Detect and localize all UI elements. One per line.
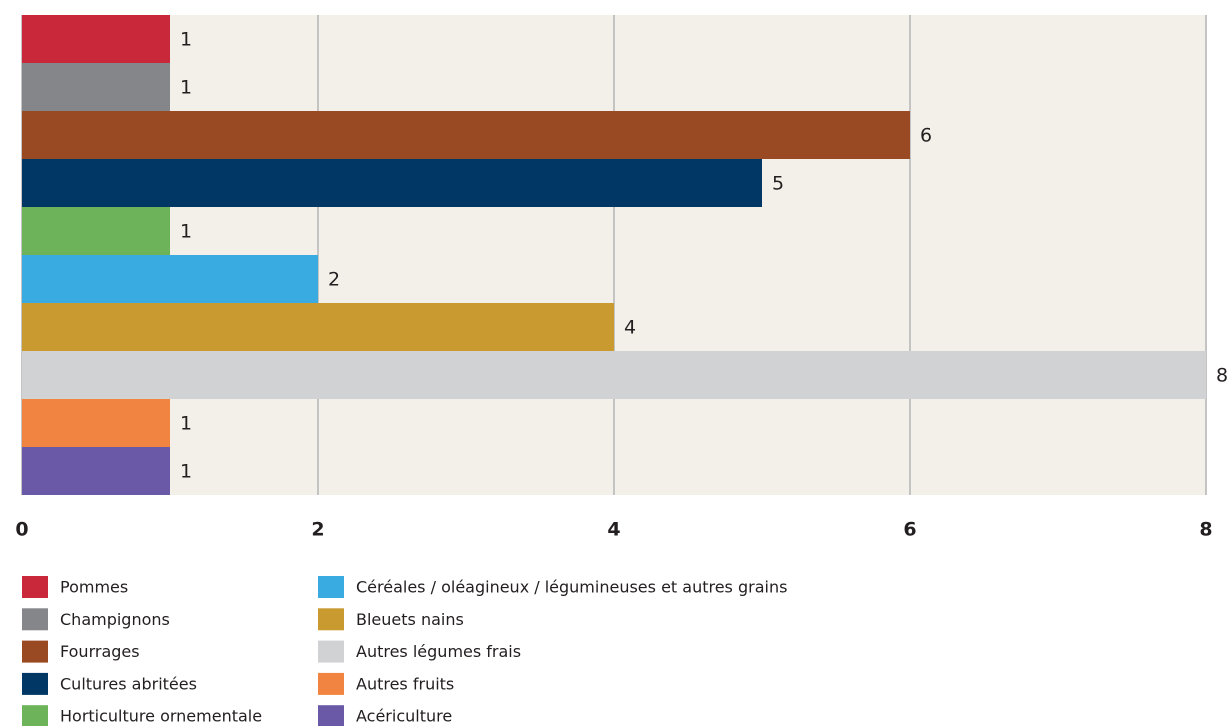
legend-label: Bleuets nains [356, 610, 464, 629]
legend-swatch [318, 705, 344, 726]
legend-swatch [22, 640, 48, 663]
legend-label: Champignons [60, 610, 170, 629]
legend-label: Horticulture ornementale [60, 707, 262, 726]
legend-swatch [22, 672, 48, 695]
value-label: 1 [180, 461, 192, 483]
legend-swatch [22, 705, 48, 726]
bar [22, 207, 170, 255]
value-label: 1 [180, 221, 192, 243]
legend-swatch [318, 640, 344, 663]
legend-label: Céréales / oléagineux / légumineuses et … [356, 578, 787, 597]
x-tick-label: 4 [607, 519, 620, 541]
bar [22, 159, 762, 207]
value-label: 1 [180, 77, 192, 99]
legend-swatch [318, 672, 344, 695]
bar [22, 111, 910, 159]
value-label: 5 [772, 173, 784, 195]
legend-swatch [22, 608, 48, 631]
value-label: 4 [624, 317, 636, 339]
x-tick-label: 6 [903, 519, 916, 541]
legend-label: Acériculture [356, 707, 452, 726]
value-label: 1 [180, 29, 192, 51]
bar [22, 15, 170, 63]
x-tick-label: 2 [311, 519, 324, 541]
value-label: 2 [328, 269, 340, 291]
legend-label: Autres légumes frais [356, 642, 521, 661]
bar [22, 351, 1206, 399]
value-label: 6 [920, 125, 932, 147]
bar [22, 447, 170, 495]
bar [22, 63, 170, 111]
x-tick-label: 8 [1199, 519, 1212, 541]
legend-label: Autres fruits [356, 674, 454, 693]
legend-label: Cultures abritées [60, 674, 197, 693]
legend-swatch [318, 576, 344, 598]
value-label: 1 [180, 413, 192, 435]
legend-swatch [318, 608, 344, 631]
bar [22, 303, 614, 351]
x-tick-label: 0 [15, 519, 28, 541]
value-label: 8 [1216, 365, 1228, 387]
bar [22, 255, 318, 303]
legend-label: Fourrages [60, 642, 140, 661]
legend-label: Pommes [60, 578, 128, 597]
bar [22, 399, 170, 447]
legend-swatch [22, 576, 48, 598]
